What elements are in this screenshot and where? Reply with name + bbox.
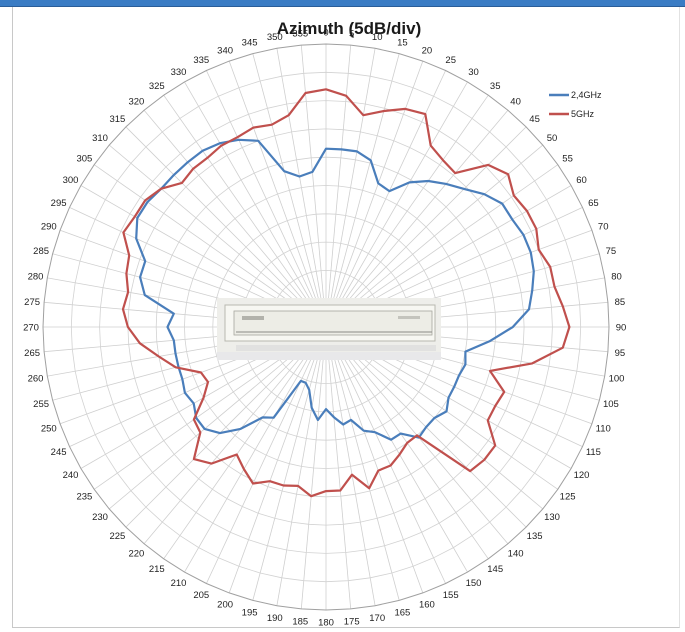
grid-ring	[42, 43, 610, 611]
grid-ring	[155, 156, 497, 498]
angle-label: 255	[33, 399, 49, 410]
legend-label: 2,4GHz	[571, 90, 602, 100]
angle-label: 45	[529, 114, 540, 125]
angle-label: 250	[41, 423, 57, 434]
angle-label: 90	[616, 323, 627, 334]
angle-label: 180	[318, 618, 334, 629]
angle-label: 20	[422, 45, 433, 56]
angle-label: 5	[349, 29, 354, 40]
angle-label: 335	[193, 55, 209, 66]
grid-ring	[127, 128, 525, 526]
angle-label: 160	[419, 600, 435, 611]
series-5ghz	[121, 88, 571, 498]
angle-label: 120	[574, 470, 590, 481]
angle-label: 330	[171, 67, 187, 78]
angle-label: 185	[292, 616, 308, 627]
window-top-bar	[0, 0, 685, 7]
angle-label: 260	[28, 374, 44, 385]
angle-label: 170	[369, 613, 385, 624]
angle-label: 220	[128, 549, 144, 560]
angle-label: 30	[468, 67, 479, 78]
angle-label: 60	[576, 175, 587, 186]
angle-label: 25	[445, 55, 456, 66]
angle-label: 115	[586, 447, 601, 458]
angle-label: 310	[92, 133, 108, 144]
angle-label: 270	[23, 323, 39, 334]
angle-label: 100	[609, 374, 625, 385]
angle-label: 295	[51, 198, 67, 209]
angle-label: 320	[128, 97, 144, 108]
angle-label: 145	[487, 564, 503, 575]
angle-label: 155	[443, 590, 459, 601]
chart-frame	[12, 7, 680, 628]
series-2-4ghz	[135, 138, 535, 441]
angle-label: 190	[267, 613, 283, 624]
angle-label: 140	[508, 549, 524, 560]
angle-label: 10	[372, 32, 383, 43]
angle-label: 125	[560, 492, 576, 503]
angle-label: 290	[41, 222, 57, 233]
angle-label: 350	[267, 32, 283, 43]
angle-label: 215	[149, 564, 165, 575]
angle-label: 285	[33, 246, 49, 257]
grid-ring	[70, 71, 582, 583]
angle-label: 55	[562, 153, 573, 164]
polar-grid	[42, 43, 610, 611]
angle-label: 85	[615, 297, 626, 308]
angle-label: 40	[510, 97, 521, 108]
legend-label: 5GHz	[571, 109, 595, 119]
angle-label: 165	[394, 607, 410, 618]
angle-label: 300	[63, 175, 79, 186]
angle-label: 50	[547, 133, 558, 144]
angle-label: 195	[242, 607, 258, 618]
angle-label: 130	[544, 512, 560, 523]
angle-label: 275	[24, 297, 40, 308]
angle-label: 95	[615, 348, 626, 359]
angle-label: 305	[76, 153, 92, 164]
legend: 2,4GHz 5GHz	[549, 90, 602, 119]
angle-label: 355	[292, 29, 308, 40]
angle-label: 150	[466, 578, 482, 589]
angle-label: 200	[217, 600, 233, 611]
angle-label: 245	[51, 447, 67, 458]
angle-label: 135	[527, 531, 543, 542]
angle-label: 230	[92, 512, 108, 523]
grid-ring	[212, 213, 440, 441]
angle-label: 35	[490, 81, 501, 92]
angle-label: 75	[606, 246, 617, 257]
angle-label: 70	[598, 222, 609, 233]
angle-label: 105	[603, 399, 619, 410]
angle-label: 235	[76, 492, 92, 503]
angle-label: 175	[344, 616, 360, 627]
angle-label: 225	[109, 531, 125, 542]
angle-label: 340	[217, 45, 233, 56]
device-photo	[217, 298, 441, 360]
angle-label: 280	[28, 271, 44, 282]
angle-label: 80	[611, 271, 622, 282]
angle-label: 325	[149, 81, 165, 92]
angle-label: 15	[397, 38, 408, 49]
angle-label: 210	[171, 578, 187, 589]
angle-label: 205	[193, 590, 209, 601]
angle-label: 315	[109, 114, 125, 125]
grid-ring	[184, 185, 468, 469]
angle-label: 110	[596, 423, 611, 434]
chart-title: Azimuth (5dB/div)	[277, 19, 422, 38]
grid-ring	[240, 241, 412, 413]
angle-label: 265	[24, 348, 40, 359]
angle-label: 65	[588, 198, 599, 209]
series-layer	[121, 88, 571, 498]
angle-label: 0	[323, 28, 328, 39]
angle-label: 345	[242, 38, 258, 49]
grid-ring	[99, 100, 553, 554]
angle-label: 240	[63, 470, 79, 481]
